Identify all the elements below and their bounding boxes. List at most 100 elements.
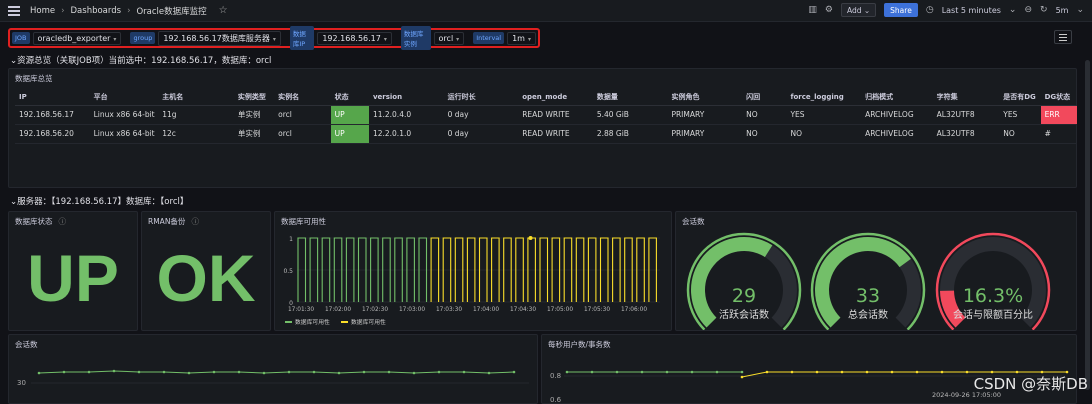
caret-down-icon: ▾ [113,35,117,43]
var-select-interval[interactable]: 1m ▾ [507,31,536,45]
table-cell: # [1040,124,1077,144]
column-header[interactable]: 字符集 [932,89,1000,106]
panel-title: 会话数 [15,340,38,349]
refresh-interval[interactable]: 5m [1055,5,1069,15]
gauge-value: 33 [856,285,880,307]
info-icon[interactable]: ⓘ [58,217,67,226]
gauge-label: 活跃会话数 [719,308,769,321]
data-point [840,370,844,374]
column-header[interactable]: 归档模式 [861,89,933,106]
column-header[interactable]: version [368,89,444,106]
table-cell: orcl [274,124,331,144]
gauge-threshold [810,232,926,330]
column-header[interactable]: force_logging [786,89,862,106]
row-title-text: 服务器：【192.168.56.17】数据库：【orcl】 [17,197,189,207]
panel-add-icon[interactable]: ▥ [808,5,817,15]
refresh-icon[interactable]: ↻ [1040,5,1048,15]
time-range-picker[interactable]: Last 5 minutes [941,5,1001,15]
caret-down-icon: ▾ [272,35,276,43]
column-header[interactable]: 是否有DG [999,89,1041,106]
column-header[interactable]: IP [15,89,90,106]
gear-icon[interactable]: ⚙ [824,5,833,15]
x-tick-label: 17:06:00 [621,307,647,313]
info-icon[interactable]: ⓘ [191,217,199,226]
table-cell: 0 day [443,124,519,144]
data-point [112,369,116,373]
var-select-ip[interactable]: 192.168.56.17 ▾ [317,31,392,45]
caret-down-icon: ▾ [456,35,460,43]
column-header[interactable]: 数据量 [592,89,668,106]
data-point [487,371,491,375]
column-header[interactable]: 实例类型 [233,89,275,106]
data-point [262,371,266,375]
gauge-label: 总会话数 [848,308,888,321]
column-header[interactable]: open_mode [518,89,593,106]
menu-icon[interactable] [8,5,22,16]
table-cell: YES [786,105,862,125]
star-icon[interactable]: ☆ [218,5,228,16]
column-header[interactable]: 运行时长 [443,89,519,106]
data-point [865,370,869,374]
table-body: 192.168.56.17 Linux x86 64-bit 11g 单实例 orcl U… [15,105,1077,144]
data-point [237,370,241,374]
table-cell: 5.40 GiB [592,105,668,125]
y-tick: 30 [17,379,26,387]
caret-down-icon: ▾ [527,35,531,43]
table-cell: 12.2.0.1.0 [368,124,444,144]
table-cell: NO [742,124,787,144]
x-tick-label: 17:03:30 [436,307,462,313]
share-button[interactable]: Share [884,3,918,17]
x-tick-label: 17:01:30 [288,307,314,313]
column-header[interactable]: DG状态 [1040,89,1077,106]
sessions-gauge-panel: 会话数 29 活跃会话数 33 总会话数 16.3% 会话与限额百分比 [675,211,1077,331]
table-cell: ARCHIVELOG [861,105,933,125]
breadcrumb-home[interactable]: Home [30,5,56,16]
table-cell: 192.168.56.17 [15,105,90,125]
column-header[interactable]: 实例角色 [667,89,743,106]
panel-title: 会话数 [682,217,705,226]
data-point [312,370,316,374]
chevron-down-icon[interactable]: ⌄ [1076,5,1084,15]
row-title-overview[interactable]: ⌄资源总览（关联JOB项）当前选中：192.168.56.17，数据库：orcl [10,56,272,66]
table-cell: orcl [274,105,331,125]
data-point [815,370,819,374]
zoom-out-icon[interactable]: ⊖ [1024,5,1033,15]
chevron-down-icon[interactable]: ⌄ [1008,5,1017,15]
breadcrumb: Home › Dashboards › Oracle数据库监控 ☆ [30,5,228,17]
y-tick-label: 0 [289,300,293,307]
data-point [512,370,516,374]
data-point [37,371,41,375]
tooltip-date: 2024-09-26 17:05:00 [932,391,1002,399]
data-point [162,370,166,374]
var-select-group[interactable]: 192.168.56.17数据库服务器 ▾ [158,30,281,46]
column-header[interactable]: 主机名 [158,89,234,106]
row-title-server[interactable]: ⌄服务器：【192.168.56.17】数据库：【orcl】 [10,197,189,207]
data-point [590,370,594,374]
column-header[interactable]: 实例名 [274,89,331,106]
dashboard-title[interactable]: Oracle数据库监控 [136,6,207,17]
settings-menu-button[interactable] [1054,30,1072,44]
column-header[interactable]: 状态 [330,89,369,106]
column-header[interactable]: 闪回 [742,89,787,106]
data-point [1065,370,1069,374]
table-cell: 2.88 GiB [592,124,668,144]
data-point [437,370,441,374]
clock-icon: ◷ [925,5,934,15]
scrollbar[interactable] [1085,60,1090,390]
panel-title: 数据库状态 [15,217,53,226]
data-point [915,370,919,374]
table-cell: 192.168.56.20 [15,124,90,144]
var-select-instance[interactable]: orcl ▾ [433,31,465,45]
table-cell: 0 day [443,105,519,125]
watermark: CSDN @奈斯DB [973,375,1088,393]
data-point [615,370,619,374]
breadcrumb-dashboards[interactable]: Dashboards [70,5,122,16]
var-select-job[interactable]: oracledb_exporter ▾ [32,31,122,45]
data-point [740,370,744,374]
column-header[interactable]: 平台 [89,89,159,106]
var-label-ip: 数据库IP [289,26,315,50]
add-button[interactable]: Add ⌄ [840,3,877,17]
data-point [665,370,669,374]
x-tick-label: 17:04:00 [473,307,499,313]
availability-chart: 0 0.5 1 17:01:30 17:02:00 17:02:30 17:03:00 17:… [283,236,660,326]
